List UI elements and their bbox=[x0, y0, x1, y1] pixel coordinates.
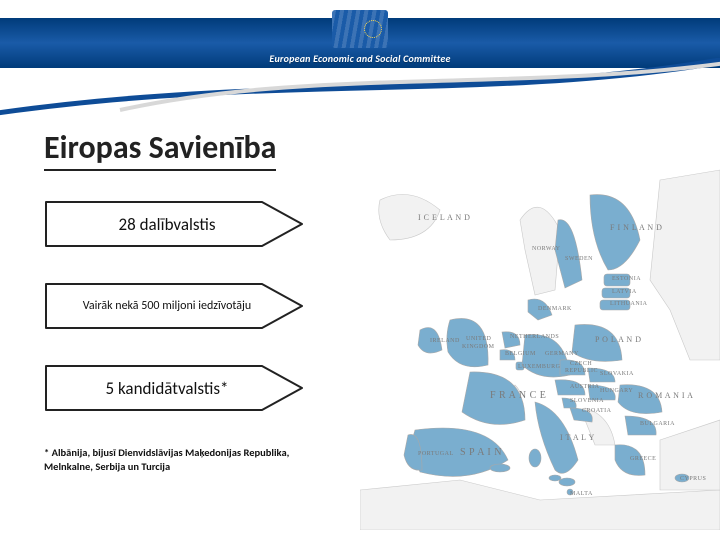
map-label: AUSTRIA bbox=[570, 384, 600, 390]
logo-block: European Economic and Social Committee bbox=[210, 10, 510, 65]
europe-map: I C E L A N D NORWAY SWEDEN F I N L A N D ES… bbox=[360, 160, 720, 530]
map-label: LITHUANIA bbox=[610, 301, 648, 307]
map-label: F R A N C E bbox=[490, 390, 546, 401]
map-label: HUNGARY bbox=[600, 388, 633, 394]
map-label: SWEDEN bbox=[565, 256, 593, 262]
page-title: Eiropas Savienība bbox=[44, 128, 276, 171]
map-label: BULGARIA bbox=[640, 421, 675, 427]
map-label: SLOVAKIA bbox=[600, 371, 634, 377]
bullet-column: 28 dalībvalstis Vairāk nekā 500 miljoni i… bbox=[44, 200, 324, 474]
map-label: PORTUGAL bbox=[418, 451, 454, 457]
map-label: GERMANY bbox=[545, 351, 579, 357]
bullet-arrow-0: 28 dalībvalstis bbox=[44, 200, 304, 248]
map-label: KINGDOM bbox=[462, 344, 495, 350]
map-label: CZECH bbox=[570, 361, 592, 367]
footnote: * Albānija, bijusī Dienvidslāvijas Maķed… bbox=[44, 446, 294, 474]
map-label: NORWAY bbox=[532, 246, 561, 252]
eu-stars-icon bbox=[364, 20, 382, 38]
bullet-label-0: 28 dalībvalstis bbox=[109, 214, 240, 235]
map-label: IRELAND bbox=[430, 338, 460, 344]
bullet-label-2: 5 kandidātvalstis* bbox=[96, 378, 253, 399]
map-label: MALTA bbox=[570, 491, 593, 497]
map-label: F I N L A N D bbox=[610, 223, 662, 232]
map-label: P O L A N D bbox=[595, 335, 641, 344]
map-label: I T A L Y bbox=[560, 433, 595, 442]
bullet-label-1: Vairāk nekā 500 miljoni iedzīvotāju bbox=[73, 299, 275, 313]
eesc-logo-icon bbox=[332, 10, 388, 48]
map-label: CYPRUS bbox=[680, 476, 706, 482]
header: European Economic and Social Committee bbox=[0, 0, 720, 100]
map-label: SLOVENIA bbox=[570, 398, 604, 404]
map-label: LATVIA bbox=[612, 289, 637, 295]
map-svg: I C E L A N D NORWAY SWEDEN F I N L A N D ES… bbox=[360, 160, 720, 530]
map-label: BELGIUM bbox=[505, 351, 536, 357]
map-label: CROATIA bbox=[582, 408, 612, 414]
bullet-arrow-2: 5 kandidātvalstis* bbox=[44, 364, 304, 412]
map-label: ESTONIA bbox=[612, 276, 641, 282]
map-label: S P A I N bbox=[460, 447, 502, 458]
map-label: REPUBLIC bbox=[565, 368, 598, 374]
committee-name: European Economic and Social Committee bbox=[210, 52, 510, 65]
map-label: LUXEMBURG bbox=[518, 364, 561, 370]
map-label: NETHERLANDS bbox=[510, 334, 559, 340]
map-label: DENMARK bbox=[538, 306, 572, 312]
map-label: GREECE bbox=[630, 456, 656, 462]
map-label: UNITED bbox=[466, 336, 491, 342]
map-label: I C E L A N D bbox=[418, 213, 470, 222]
map-label: R O M A N I A bbox=[638, 391, 693, 400]
bullet-arrow-1: Vairāk nekā 500 miljoni iedzīvotāju bbox=[44, 282, 304, 330]
